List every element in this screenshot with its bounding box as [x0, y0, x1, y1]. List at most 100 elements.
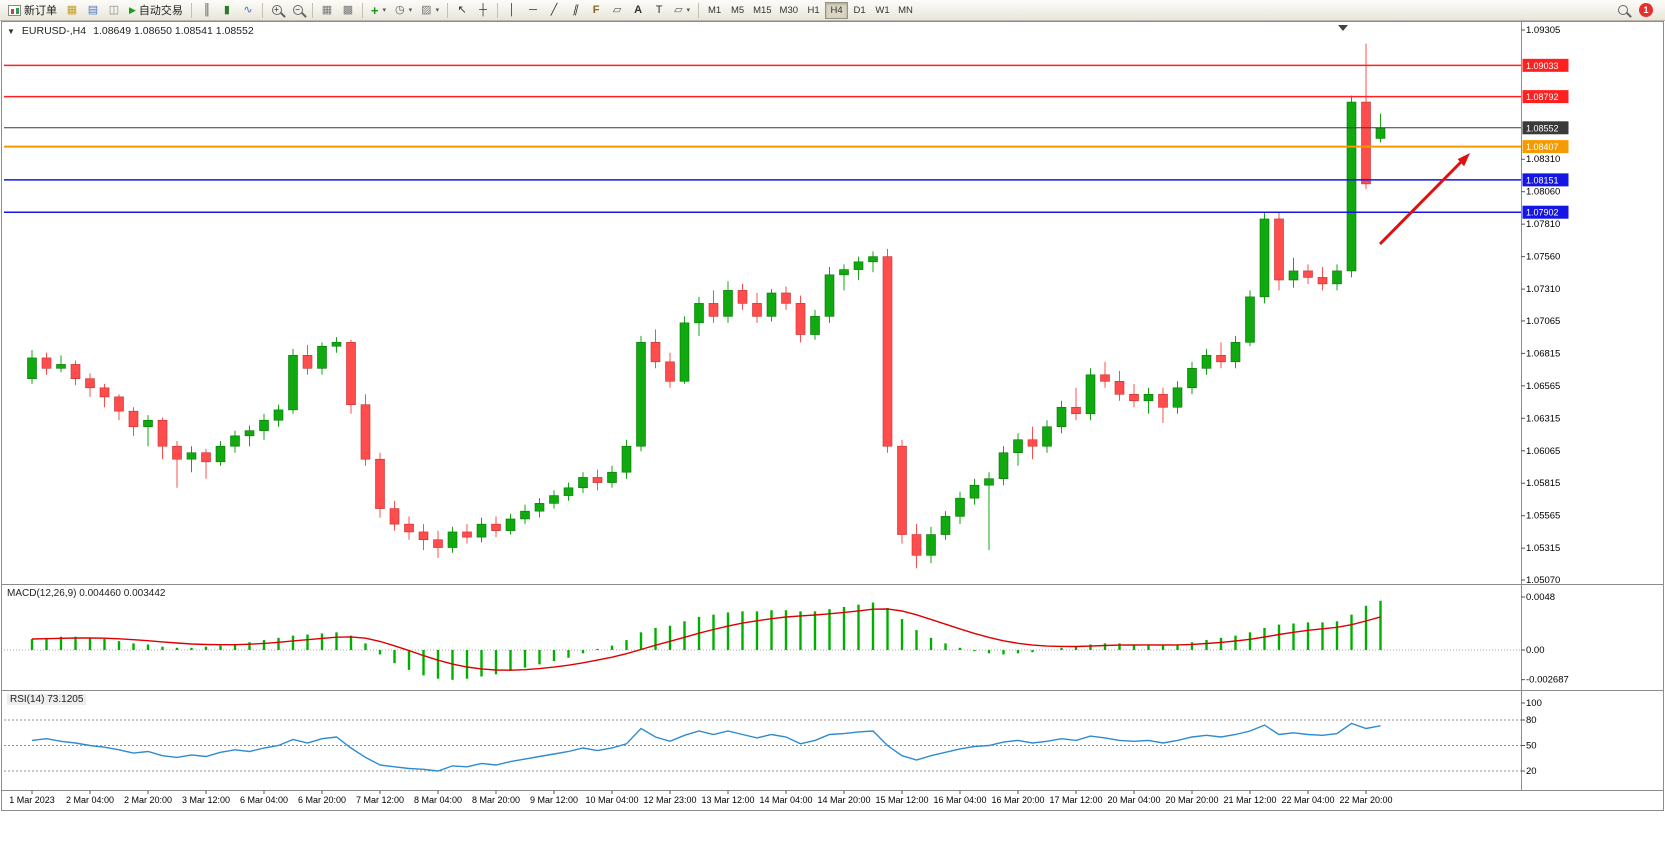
- svg-text:1.09305: 1.09305: [1526, 25, 1560, 36]
- shapes-tool-icon[interactable]: ▱: [607, 1, 627, 19]
- svg-text:15 Mar 12:00: 15 Mar 12:00: [875, 795, 928, 805]
- search-icon[interactable]: [1613, 1, 1633, 19]
- candlestick-chart-icon[interactable]: ▮: [217, 1, 237, 19]
- svg-text:1.06815: 1.06815: [1526, 348, 1560, 359]
- svg-text:1.07560: 1.07560: [1526, 252, 1560, 263]
- text-tool-icon[interactable]: A: [628, 1, 648, 19]
- svg-text:1.08407: 1.08407: [1526, 142, 1559, 152]
- timeframe-button-M30[interactable]: M30: [776, 2, 802, 19]
- timeframe-button-M1[interactable]: M1: [703, 2, 726, 19]
- trendline-tool-icon[interactable]: ╱: [544, 1, 564, 19]
- horizontal-line-tool-icon[interactable]: ─: [523, 1, 543, 19]
- clock-icon: ◷: [395, 3, 405, 16]
- hline-1.08792[interactable]: 1.08792: [4, 90, 1569, 104]
- svg-text:16 Mar 20:00: 16 Mar 20:00: [991, 795, 1044, 805]
- timeframe-button-MN[interactable]: MN: [894, 2, 917, 19]
- svg-text:2 Mar 20:00: 2 Mar 20:00: [124, 795, 172, 805]
- svg-text:22 Mar 20:00: 22 Mar 20:00: [1339, 795, 1392, 805]
- cascade-windows-icon[interactable]: ▩: [338, 1, 358, 19]
- channel-tool-icon[interactable]: ∥: [565, 1, 585, 19]
- chart-canvas[interactable]: 1.09305 1.08310 1.08060 1.07810 1.07560 1.073…: [2, 22, 1663, 810]
- timeframe-button-W1[interactable]: W1: [871, 2, 894, 19]
- svg-text:20 Mar 20:00: 20 Mar 20:00: [1165, 795, 1218, 805]
- new-order-label: 新订单: [24, 5, 57, 17]
- svg-text:8 Mar 04:00: 8 Mar 04:00: [414, 795, 462, 805]
- hline-1.08552[interactable]: 1.08552: [4, 121, 1569, 135]
- rsi-panel: 100 80 50 20: [4, 698, 1542, 777]
- toolbar-separator: [261, 2, 263, 18]
- timeframe-button-H1[interactable]: H1: [802, 2, 825, 19]
- new-order-button[interactable]: 新订单: [4, 1, 61, 19]
- indicators-button[interactable]: + ▾: [367, 1, 390, 19]
- svg-text:1 Mar 2023: 1 Mar 2023: [9, 795, 55, 805]
- rsi-indicator-label: RSI(14) 73.1205: [7, 694, 87, 705]
- svg-text:20 Mar 04:00: 20 Mar 04:00: [1107, 795, 1160, 805]
- template-icon: ▨: [421, 3, 432, 16]
- svg-text:1.06565: 1.06565: [1526, 381, 1560, 392]
- chart-window[interactable]: 1.09305 1.08310 1.08060 1.07810 1.07560 1.073…: [1, 21, 1664, 811]
- cursor-tool-icon[interactable]: ↖: [452, 1, 472, 19]
- chart-ohlc-values: 1.08649 1.08650 1.08541 1.08552: [93, 25, 254, 37]
- label-tool-icon[interactable]: T: [649, 1, 669, 19]
- candlesticks: [27, 43, 1386, 569]
- timeframe-button-M5[interactable]: M5: [726, 2, 749, 19]
- autotrading-button[interactable]: ▶ 自动交易: [125, 1, 187, 19]
- chevron-down-icon: ▾: [408, 7, 413, 14]
- chevron-down-icon: ▾: [686, 7, 691, 14]
- arrows-tool-button[interactable]: ▱ ▾: [670, 1, 694, 19]
- svg-text:1.05565: 1.05565: [1526, 511, 1560, 522]
- time-scale[interactable]: 1 Mar 2023 2 Mar 04:00 2 Mar 20:00 3 Mar 12…: [9, 790, 1393, 806]
- crosshair-tool-icon[interactable]: ┼: [473, 1, 493, 19]
- svg-text:100: 100: [1526, 698, 1542, 709]
- svg-text:1.07310: 1.07310: [1526, 284, 1560, 295]
- fibonacci-tool-icon[interactable]: F: [586, 1, 606, 19]
- line-chart-icon[interactable]: ∿: [238, 1, 258, 19]
- svg-text:1.06065: 1.06065: [1526, 446, 1560, 457]
- toolbar-separator: [447, 2, 449, 18]
- periods-button[interactable]: ◷ ▾: [391, 1, 416, 19]
- hline-1.09033[interactable]: 1.09033: [4, 58, 1569, 72]
- notification-badge[interactable]: 1: [1639, 3, 1653, 17]
- panel-splitters[interactable]: [2, 22, 1663, 791]
- hline-1.08407[interactable]: 1.08407: [4, 140, 1569, 154]
- chevron-down-icon: ▾: [435, 7, 440, 14]
- zoom-in-icon[interactable]: +: [267, 1, 287, 19]
- vertical-line-tool-icon[interactable]: │: [502, 1, 522, 19]
- price-scale[interactable]: 1.09305 1.08310 1.08060 1.07810 1.07560 1.073…: [1521, 25, 1560, 586]
- timeframe-button-D1[interactable]: D1: [848, 2, 871, 19]
- svg-text:0.00: 0.00: [1526, 645, 1545, 656]
- svg-text:1.06315: 1.06315: [1526, 413, 1560, 424]
- svg-text:6 Mar 20:00: 6 Mar 20:00: [298, 795, 346, 805]
- zoom-out-icon[interactable]: −: [288, 1, 308, 19]
- horizontal-lines: 1.09033 1.08792 1.08552 1.08407 1.08151 1.079…: [4, 58, 1569, 219]
- macd-indicator-label: MACD(12,26,9) 0.004460 0.003442: [7, 588, 166, 599]
- tile-windows-icon[interactable]: ▦: [317, 1, 337, 19]
- svg-text:16 Mar 04:00: 16 Mar 04:00: [933, 795, 986, 805]
- svg-text:8 Mar 20:00: 8 Mar 20:00: [472, 795, 520, 805]
- hline-1.07902[interactable]: 1.07902: [4, 205, 1569, 219]
- toolbar-separator: [311, 2, 313, 18]
- svg-text:1.07065: 1.07065: [1526, 316, 1560, 327]
- timeframe-button-M15[interactable]: M15: [749, 2, 775, 19]
- svg-text:3 Mar 12:00: 3 Mar 12:00: [182, 795, 230, 805]
- scroll-end-marker: [1338, 25, 1348, 31]
- templates-button[interactable]: ▨ ▾: [417, 1, 443, 19]
- svg-text:2 Mar 04:00: 2 Mar 04:00: [66, 795, 114, 805]
- hline-1.08151[interactable]: 1.08151: [4, 173, 1569, 187]
- svg-text:1.08552: 1.08552: [1526, 123, 1559, 133]
- chart-title: ▼ EURUSD-,H4 1.08649 1.08650 1.08541 1.0…: [7, 25, 254, 37]
- market-watch-icon[interactable]: ▦: [62, 1, 82, 19]
- new-order-icon: [8, 4, 21, 16]
- svg-text:10 Mar 04:00: 10 Mar 04:00: [585, 795, 638, 805]
- navigator-icon[interactable]: ◫: [104, 1, 124, 19]
- bar-chart-icon[interactable]: ║: [196, 1, 216, 19]
- timeframe-toolbar: M1 M5 M15 M30 H1 H4 D1 W1 MN: [703, 1, 917, 19]
- svg-text:17 Mar 12:00: 17 Mar 12:00: [1049, 795, 1102, 805]
- toolbar-separator: [497, 2, 499, 18]
- data-window-icon[interactable]: ▤: [83, 1, 103, 19]
- chart-symbol-period: EURUSD-,H4: [21, 25, 87, 37]
- timeframe-button-H4[interactable]: H4: [825, 1, 849, 19]
- svg-text:13 Mar 12:00: 13 Mar 12:00: [701, 795, 754, 805]
- trend-arrow[interactable]: [1378, 153, 1470, 246]
- one-click-trading-toggle[interactable]: ▼: [7, 26, 15, 36]
